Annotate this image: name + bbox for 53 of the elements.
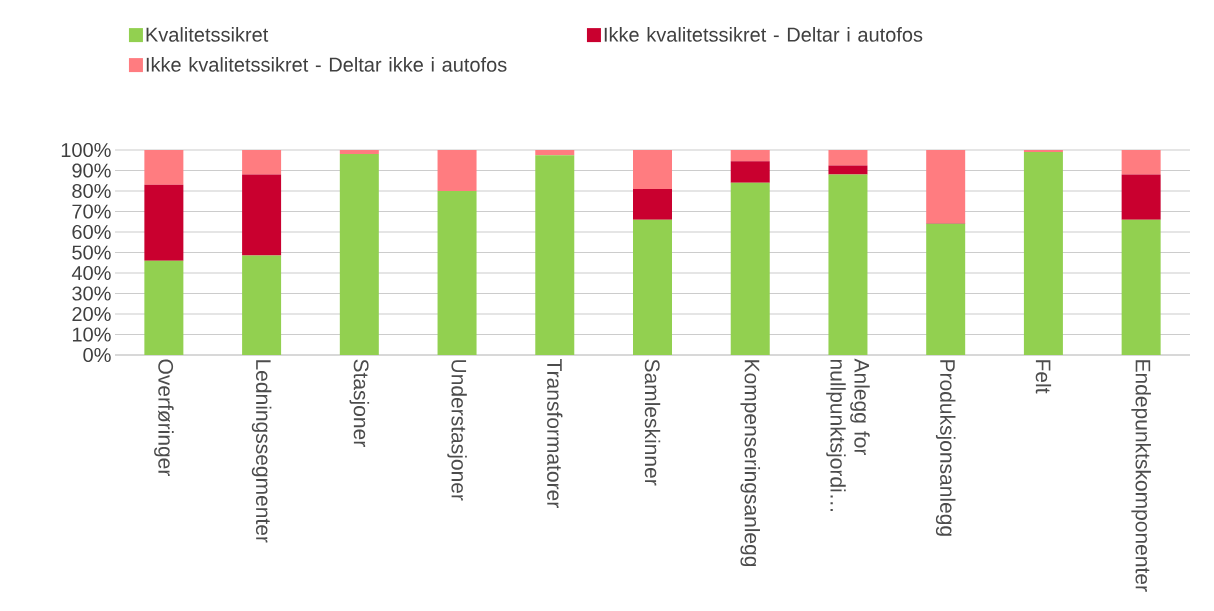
- legend-label: Ikke kvalitetssikret - Deltar ikke i autofos: [146, 57, 507, 72]
- bar: [633, 219, 672, 355]
- x-tick-label: Kompenseringsanlegg: [740, 360, 761, 567]
- y-tick-label: 40%: [71, 265, 111, 281]
- bar: [1023, 150, 1063, 153]
- bar: [144, 184, 184, 261]
- bar: [730, 161, 770, 183]
- bar: [1023, 152, 1063, 355]
- bar: [730, 182, 770, 355]
- y-tick-label: 20%: [72, 306, 111, 322]
- x-tick-label: Stasjoner: [349, 359, 370, 447]
- bar: [633, 188, 672, 220]
- x-tick-label: Understasjoner: [447, 360, 467, 501]
- x-tick-label: Transformatorer: [547, 359, 563, 508]
- y-tick-label: 80%: [72, 183, 111, 199]
- y-tick-label: 10%: [72, 327, 111, 342]
- bar: [339, 150, 379, 155]
- x-tick-label: Endepunktskomponenter: [1131, 360, 1151, 592]
- bar: [144, 260, 184, 355]
- x-tick-label: Felt: [1035, 360, 1052, 394]
- y-tick-label: 90%: [72, 163, 111, 178]
- bar: [828, 150, 868, 166]
- bar: [828, 174, 868, 355]
- bar: [535, 155, 575, 355]
- bar: [633, 150, 672, 189]
- bar: [437, 191, 477, 355]
- y-tick-label: 60%: [72, 224, 111, 240]
- bar: [926, 223, 966, 355]
- y-tick-label: 70%: [72, 204, 111, 219]
- x-tick-label: Samleskinner: [644, 359, 661, 486]
- bar: [1121, 219, 1161, 355]
- bar: [535, 150, 575, 156]
- y-tick-label: 50%: [72, 245, 111, 260]
- bar: [1121, 174, 1161, 220]
- x-tick-label: Overføringer: [154, 359, 174, 477]
- bar: [437, 150, 477, 192]
- bar: [926, 150, 966, 224]
- bar: [339, 154, 379, 355]
- bar: [828, 165, 868, 175]
- y-tick-label: 100%: [61, 142, 111, 158]
- bar: [1121, 150, 1161, 175]
- x-tick-label: Ledningssegmenter: [251, 360, 272, 543]
- bar: [730, 150, 770, 162]
- bar: [144, 150, 184, 185]
- y-tick-label: 0%: [83, 347, 111, 363]
- legend-label: Kvalitetssikret: [146, 27, 269, 42]
- x-tick-label: Produksjonsanlegg: [935, 360, 956, 536]
- bar: [242, 150, 282, 175]
- legend-label: Ikke kvalitetssikret - Deltar i autofos: [604, 27, 923, 42]
- x-tick-label: Anlegg for nullpunktsjordi…: [826, 358, 870, 511]
- bar: [242, 174, 282, 256]
- bar: [242, 255, 282, 355]
- y-tick-label: 30%: [72, 286, 111, 301]
